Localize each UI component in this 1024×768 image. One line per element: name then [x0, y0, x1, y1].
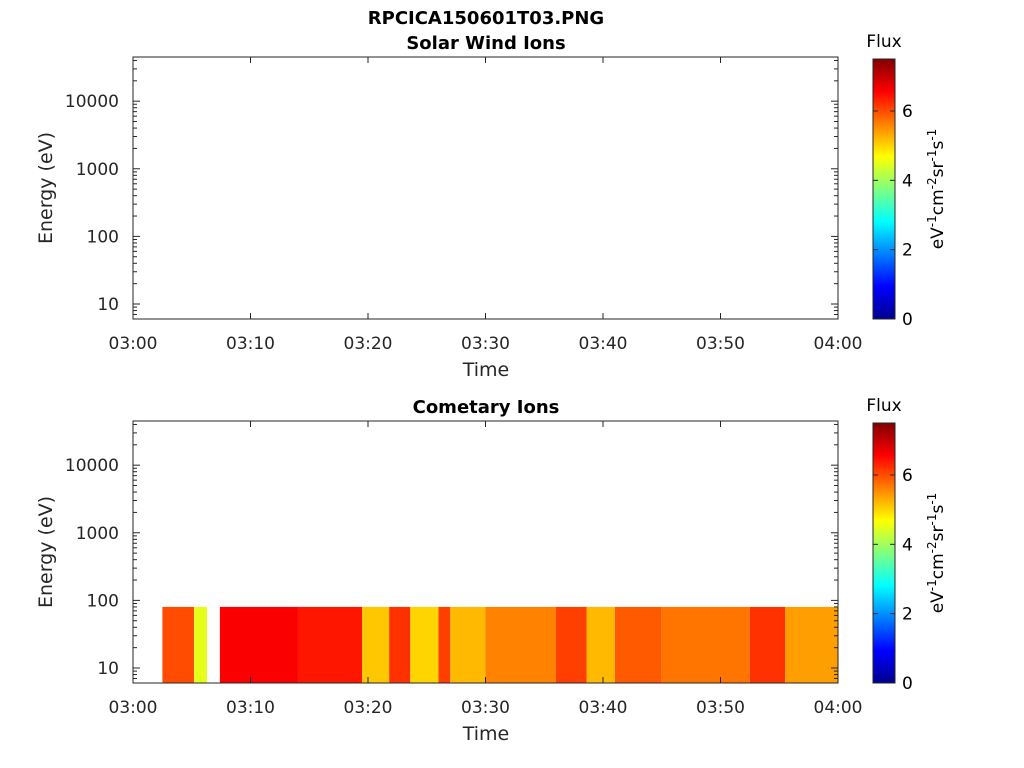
colorbar-top-scale	[872, 58, 896, 320]
x-tick-label: 03:30	[461, 698, 510, 718]
flux-interval	[556, 606, 587, 683]
x-tick-label: 03:20	[344, 698, 393, 718]
x-tick-label: 03:50	[696, 334, 745, 354]
flux-interval	[410, 606, 439, 683]
flux-interval	[749, 606, 786, 683]
x-tick-label: 03:40	[579, 334, 628, 354]
y-tick-label: 10000	[65, 92, 119, 112]
colorbar-tick-label: 0	[902, 310, 913, 330]
y-tick-label: 10	[97, 295, 119, 315]
flux-interval	[450, 606, 486, 683]
colorbar-tick-label: 2	[902, 605, 913, 625]
x-tick-label: 03:00	[109, 698, 158, 718]
colorbar-top-unit: eV-1cm-2sr-1s-1	[925, 129, 948, 250]
cometary-marks	[162, 606, 838, 683]
colorbar-top-label: Flux	[866, 32, 901, 52]
flux-interval	[586, 606, 615, 683]
colorbar-bottom-unit: eV-1cm-2sr-1s-1	[925, 493, 948, 614]
flux-interval	[614, 606, 662, 683]
flux-interval	[297, 606, 363, 683]
cometary-title: Cometary Ions	[413, 397, 560, 418]
colorbar-top-ticks: 0 2 4 6	[873, 102, 913, 330]
solar-wind-plot-area	[133, 57, 838, 319]
colorbar-top: Flux 0 2 4 6 eV-1cm-2sr-1s-1	[866, 32, 948, 330]
x-tick-label: 03:10	[226, 698, 275, 718]
colorbar-bottom: Flux 0 2 4 6 eV-1cm-2sr-1s-1	[866, 396, 948, 694]
y-tick-label: 100	[87, 227, 119, 247]
y-tick-label: 10	[97, 659, 119, 679]
flux-interval	[485, 606, 556, 683]
cometary-xlabel: Time	[462, 723, 510, 745]
x-tick-label: 03:30	[461, 334, 510, 354]
colorbar-bottom-scale	[872, 422, 896, 684]
y-tick-label: 100	[87, 591, 119, 611]
solar-wind-xlabel: Time	[462, 359, 510, 381]
flux-interval	[785, 606, 838, 683]
cometary-ylabel: Energy (eV)	[35, 496, 57, 608]
colorbar-tick-label: 0	[902, 674, 913, 694]
flux-interval	[162, 606, 195, 683]
x-tick-label: 04:00	[814, 334, 863, 354]
colorbar-bottom-ticks: 0 2 4 6	[873, 466, 913, 694]
flux-interval	[219, 606, 298, 683]
solar-wind-panel: Solar Wind Ions 03:00 03:10 03:20 03:30 03:4…	[35, 33, 863, 381]
colorbar-bottom-label: Flux	[866, 396, 901, 416]
figure-title: RPCICA150601T03.PNG	[368, 8, 604, 29]
y-tick-label: 1000	[76, 160, 119, 180]
cometary-panel: Cometary Ions 03:00 03:10 03:20 03:30 03:40 0…	[35, 397, 863, 745]
flux-interval	[661, 606, 750, 683]
y-tick-label: 10000	[65, 456, 119, 476]
colorbar-tick-label: 4	[902, 535, 913, 555]
colorbar-tick-label: 4	[902, 171, 913, 191]
x-tick-label: 03:20	[344, 334, 393, 354]
flux-interval	[438, 606, 451, 683]
solar-wind-title: Solar Wind Ions	[406, 33, 565, 54]
colorbar-tick-label: 6	[902, 102, 913, 122]
x-tick-label: 04:00	[814, 698, 863, 718]
solar-wind-axes: 03:00 03:10 03:20 03:30 03:40 03:50 04:00 10 100…	[65, 56, 863, 354]
x-tick-label: 03:00	[109, 334, 158, 354]
flux-interval	[389, 606, 411, 683]
flux-interval	[362, 606, 390, 683]
flux-interval	[194, 606, 207, 683]
x-tick-label: 03:40	[579, 698, 628, 718]
x-tick-label: 03:10	[226, 334, 275, 354]
y-tick-label: 1000	[76, 524, 119, 544]
x-tick-label: 03:50	[696, 698, 745, 718]
solar-wind-ylabel: Energy (eV)	[35, 132, 57, 244]
colorbar-tick-label: 6	[902, 466, 913, 486]
cometary-axes: 03:00 03:10 03:20 03:30 03:40 03:50 04:00 10 100…	[65, 420, 863, 718]
colorbar-tick-label: 2	[902, 241, 913, 261]
